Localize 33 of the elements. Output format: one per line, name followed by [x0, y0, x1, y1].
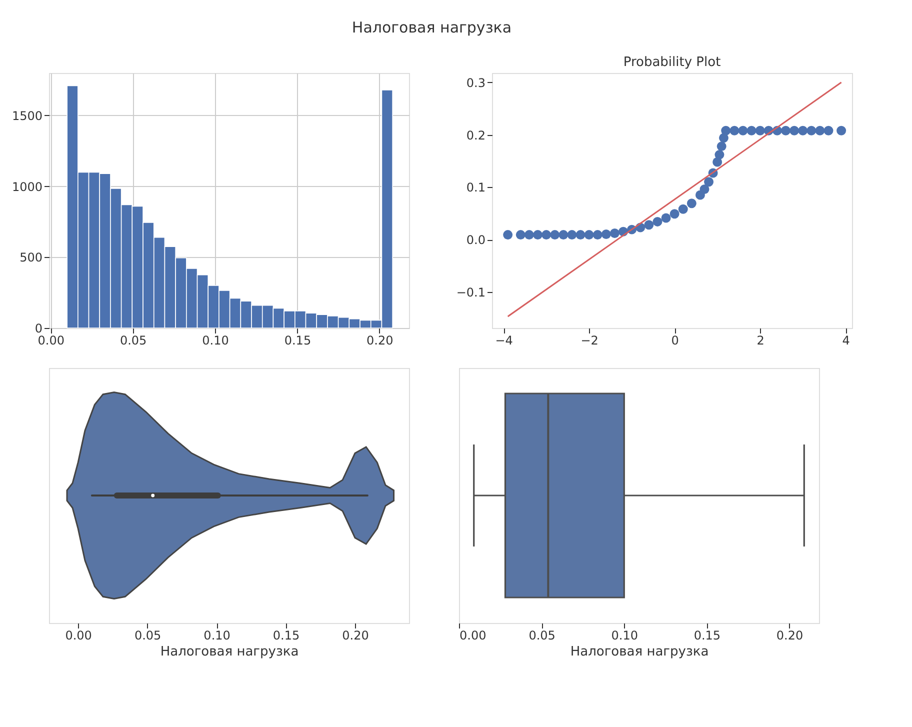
- y-tick-label: 0.1: [466, 180, 486, 195]
- x-tick-label: 0.15: [284, 334, 312, 348]
- x-tick-label: 0.10: [202, 334, 229, 348]
- x-tick-label: 0.05: [528, 628, 556, 642]
- y-tick-label: −0.1: [456, 285, 486, 300]
- y-tick-label: 0: [34, 322, 42, 336]
- x-tick-label: 2: [756, 334, 764, 348]
- x-tick-label: −2: [580, 334, 598, 348]
- x-tick-label: 0.20: [366, 334, 394, 348]
- x-tick-label: 0.00: [65, 628, 92, 642]
- x-tick-label: 0.00: [460, 628, 486, 642]
- y-tick-label: 0.0: [466, 233, 486, 248]
- chart-title: Probability Plot: [623, 55, 721, 70]
- x-tick-label: 0.20: [342, 628, 369, 642]
- x-axis-title: Налоговая нагрузка: [570, 644, 709, 660]
- x-tick-label: 0: [671, 334, 679, 348]
- x-tick-label: 0.05: [120, 334, 147, 348]
- chart-title: Налоговая нагрузка: [352, 18, 512, 36]
- x-axis-title: Налоговая нагрузка: [160, 644, 299, 660]
- y-tick-label: 0.3: [466, 76, 486, 90]
- x-tick-label: 0.15: [694, 628, 721, 642]
- y-tick-label: 0.2: [466, 128, 486, 142]
- x-tick-label: 0.10: [611, 628, 638, 642]
- x-tick-label: 0.00: [38, 334, 65, 348]
- y-tick-label: 1000: [12, 180, 42, 194]
- x-tick-label: −4: [495, 334, 513, 348]
- y-tick-label: 500: [20, 250, 42, 265]
- x-tick-label: 0.10: [204, 628, 230, 642]
- x-tick-label: 0.20: [776, 628, 804, 642]
- x-tick-label: 0.15: [272, 628, 300, 642]
- y-tick-label: 1500: [12, 109, 42, 123]
- x-tick-label: 4: [842, 334, 850, 348]
- x-tick-label: 0.05: [134, 628, 162, 642]
